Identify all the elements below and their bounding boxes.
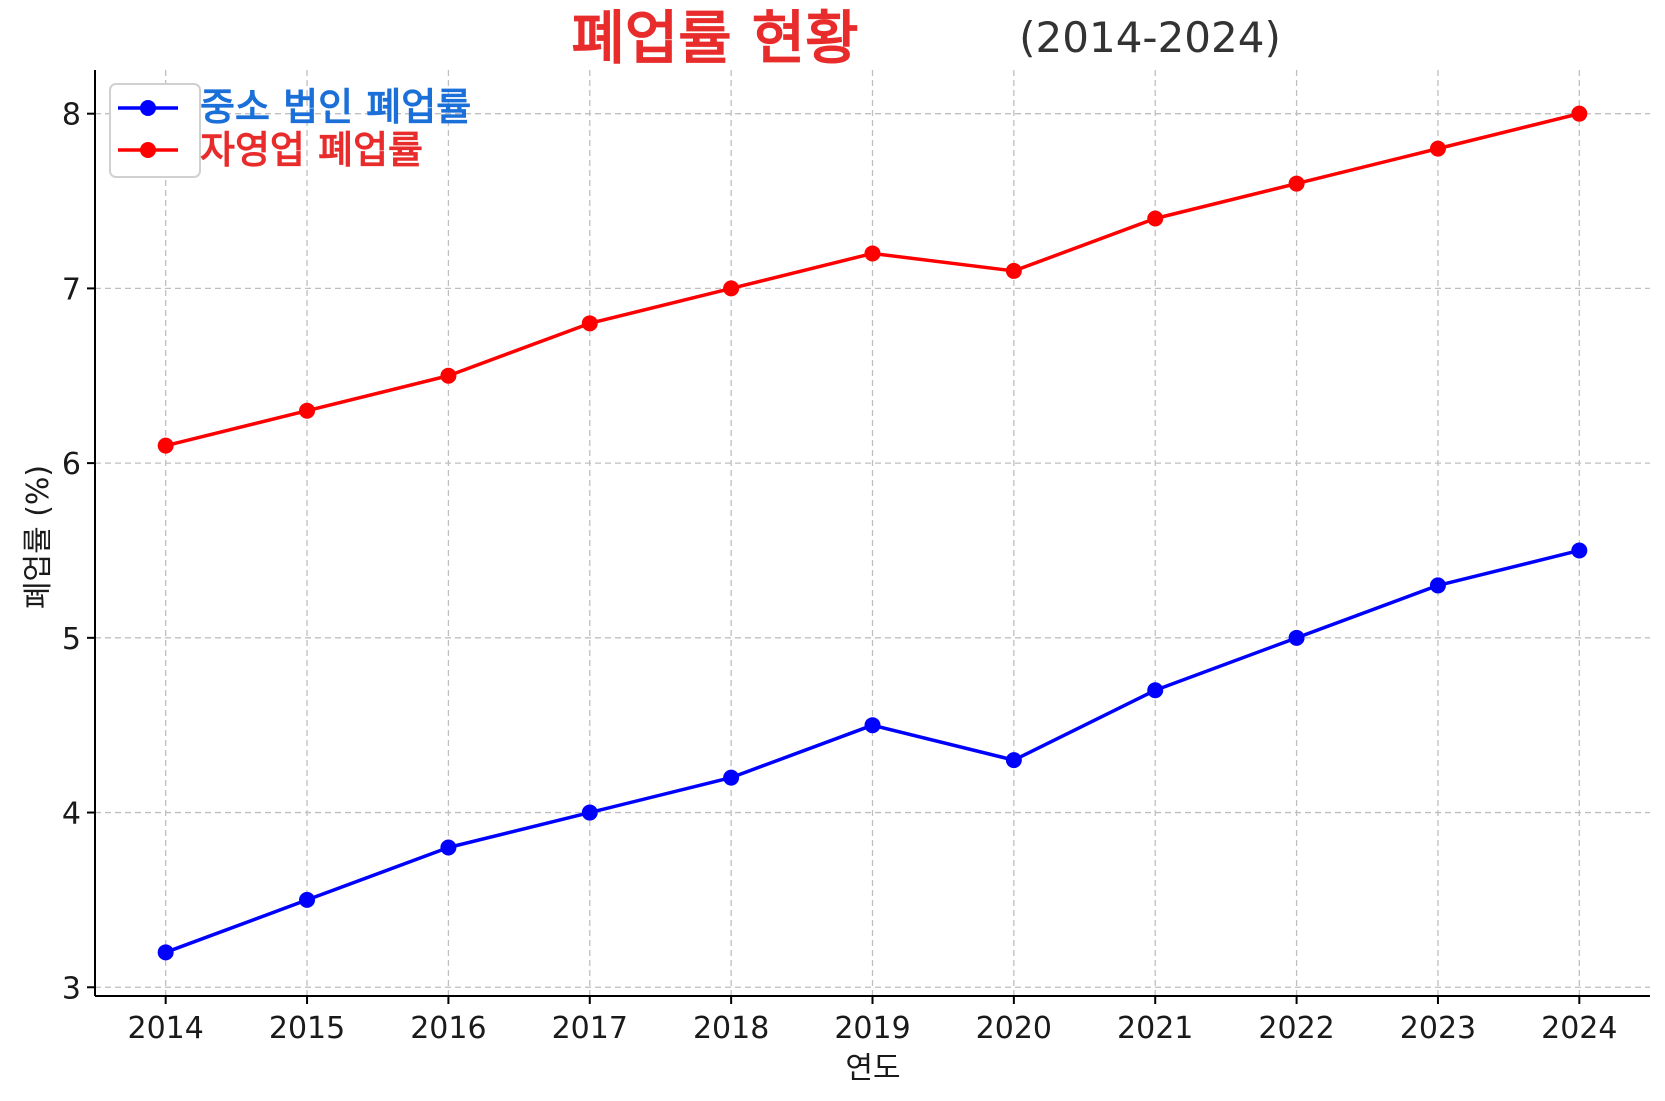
data-point-1-2023 xyxy=(1429,140,1446,157)
x-tick-label-2016: 2016 xyxy=(410,1011,486,1046)
data-point-0-2024 xyxy=(1571,542,1588,559)
chart-title: 폐업률 현황 xyxy=(572,4,859,72)
chart-subtitle: (2014-2024) xyxy=(1019,13,1281,62)
legend-box xyxy=(109,83,201,178)
y-tick-label-7: 7 xyxy=(62,272,81,307)
ticks: 2014 2015 2016 2017 2018 2019 2020 2021 2022 2023… xyxy=(62,98,1618,1046)
data-point-1-2021 xyxy=(1147,210,1164,227)
series-0 xyxy=(157,542,1588,961)
x-tick-label-2021: 2021 xyxy=(1117,1011,1193,1046)
data-point-1-2016 xyxy=(440,367,457,384)
legend-label-self-employed: 자영업 폐업률 xyxy=(200,128,423,172)
data-point-1-2022 xyxy=(1288,175,1305,192)
data-point-1-2014 xyxy=(157,437,174,454)
y-tick-label-6: 6 xyxy=(62,447,81,482)
x-tick-label-2024: 2024 xyxy=(1541,1011,1617,1046)
legend: 중소 법인 폐업률 자영업 폐업률 xyxy=(109,83,471,178)
data-point-0-2017 xyxy=(581,804,598,821)
data-point-1-2024 xyxy=(1571,105,1588,122)
data-point-1-2015 xyxy=(299,402,316,419)
data-point-0-2019 xyxy=(864,717,881,734)
x-tick-label-2023: 2023 xyxy=(1400,1011,1476,1046)
data-point-0-2016 xyxy=(440,839,457,856)
x-tick-label-2015: 2015 xyxy=(269,1011,345,1046)
data-point-0-2015 xyxy=(299,891,316,908)
data-point-1-2018 xyxy=(723,280,740,297)
data-point-0-2023 xyxy=(1429,577,1446,594)
x-tick-label-2018: 2018 xyxy=(693,1011,769,1046)
data-point-1-2020 xyxy=(1005,262,1022,279)
x-axis-title: 연도 xyxy=(845,1051,900,1086)
data-point-0-2020 xyxy=(1005,752,1022,769)
data-point-0-2014 xyxy=(157,944,174,961)
x-tick-label-2017: 2017 xyxy=(552,1011,628,1046)
data-point-0-2021 xyxy=(1147,682,1164,699)
legend-label-sme: 중소 법인 폐업률 xyxy=(200,85,471,129)
series xyxy=(157,105,1588,961)
legend-marker-sme xyxy=(140,100,156,116)
data-point-0-2018 xyxy=(723,769,740,786)
data-point-1-2019 xyxy=(864,245,881,262)
x-tick-label-2020: 2020 xyxy=(976,1011,1052,1046)
legend-item-self-employed: 자영업 폐업률 xyxy=(118,128,423,172)
y-tick-label-3: 3 xyxy=(62,971,81,1006)
data-point-1-2017 xyxy=(581,315,598,332)
y-tick-label-4: 4 xyxy=(62,797,81,832)
y-tick-label-5: 5 xyxy=(62,622,81,657)
legend-marker-self-employed xyxy=(140,142,156,158)
x-tick-label-2019: 2019 xyxy=(834,1011,910,1046)
x-tick-label-2022: 2022 xyxy=(1258,1011,1334,1046)
grid xyxy=(95,70,1650,996)
y-tick-label-8: 8 xyxy=(62,98,81,133)
series-1 xyxy=(157,105,1588,454)
data-point-0-2022 xyxy=(1288,629,1305,646)
y-axis-title: 폐업률 (%) xyxy=(21,465,56,609)
legend-item-sme: 중소 법인 폐업률 xyxy=(118,85,471,129)
x-tick-label-2014: 2014 xyxy=(128,1011,204,1046)
